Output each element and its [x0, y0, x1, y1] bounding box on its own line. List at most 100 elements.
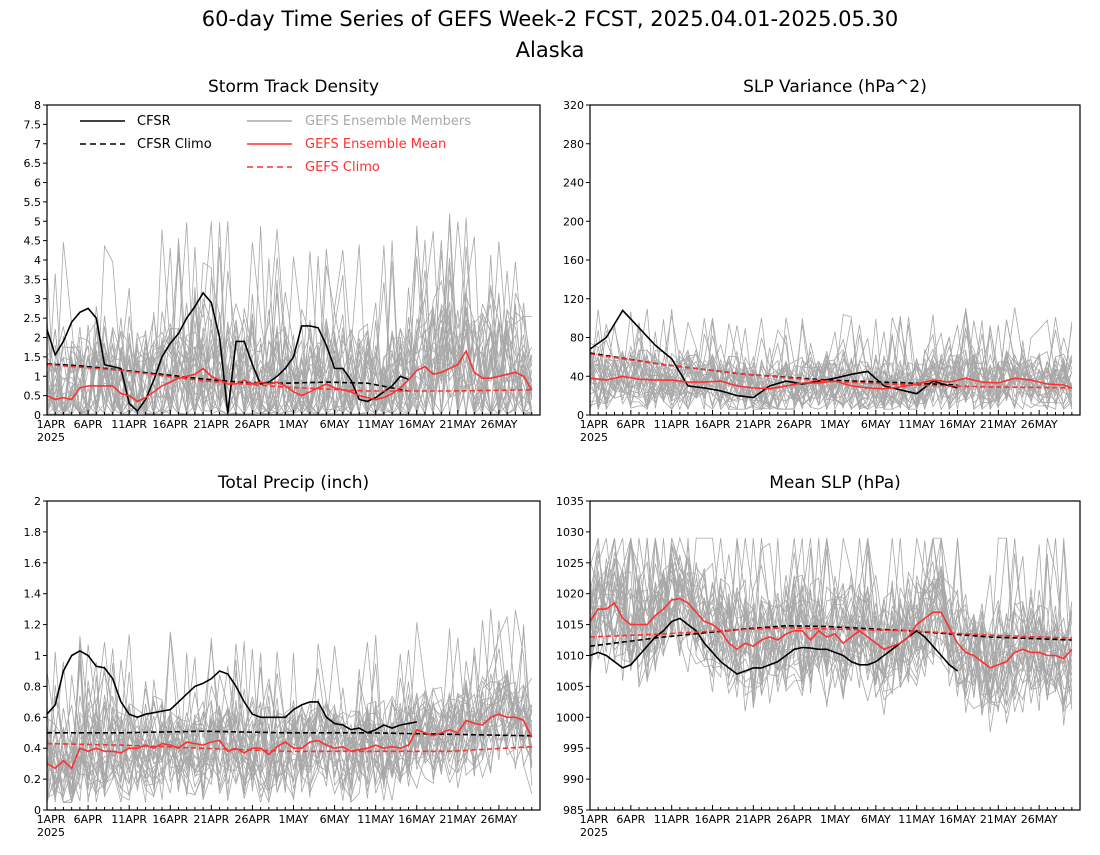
legend-label-mean: GEFS Ensemble Mean	[305, 137, 446, 152]
y-tick-label: 0	[577, 409, 584, 422]
y-tick-label: 0.2	[24, 773, 42, 786]
x-year-label: 2025	[37, 431, 65, 444]
y-tick-label: 3.5	[24, 273, 42, 286]
y-tick-label: 1.6	[24, 557, 42, 570]
ensemble-member-line	[590, 538, 1073, 716]
ensemble-members	[590, 536, 1073, 733]
x-tick-label: 21APR	[735, 418, 771, 431]
y-tick-label: 8	[34, 99, 41, 112]
y-tick-label: 1030	[556, 526, 584, 539]
y-tick-label: 1020	[556, 588, 584, 601]
ensemble-member-line	[47, 680, 533, 803]
y-tick-label: 0.4	[24, 742, 42, 755]
x-tick-label: 26MAY	[1021, 418, 1058, 431]
y-tick-label: 2	[34, 495, 41, 508]
x-tick-label: 1MAY	[279, 813, 309, 826]
x-year-label: 2025	[37, 826, 65, 839]
x-tick-label: 16APR	[695, 418, 731, 431]
ensemble-member-line	[590, 309, 1073, 411]
y-tick-label: 2.5	[24, 312, 42, 325]
y-tick-label: 160	[563, 254, 584, 267]
x-tick-label: 1APR	[37, 813, 66, 826]
series-gefs-ensemble-mean	[589, 597, 1073, 669]
y-tick-label: 1025	[556, 557, 584, 570]
ensemble-member-line	[47, 671, 533, 799]
x-tick-label: 11APR	[654, 418, 690, 431]
y-tick-label: 0.5	[24, 390, 42, 403]
ensemble-member-line	[47, 671, 533, 799]
ensemble-member-line	[590, 319, 1073, 411]
x-tick-label: 6MAY	[320, 813, 350, 826]
y-tick-label: 6.5	[24, 157, 42, 170]
y-tick-label: 1010	[556, 650, 584, 663]
ensemble-member-line	[47, 674, 533, 797]
y-tick-label: 1000	[556, 711, 584, 724]
series-gefs-climo	[589, 353, 1072, 389]
y-tick-label: 4	[34, 254, 41, 267]
y-tick-label: 990	[563, 773, 584, 786]
legend-label-gefs-climo: GEFS Climo	[305, 160, 380, 175]
x-tick-label: 1APR	[37, 418, 66, 431]
y-tick-label: 200	[563, 215, 584, 228]
ensemble-members	[590, 307, 1073, 411]
series-gefs-climo	[589, 626, 1072, 639]
x-tick-label: 6APR	[74, 813, 103, 826]
x-tick-label: 6APR	[74, 418, 103, 431]
series-cfsr-climo	[589, 624, 1072, 647]
ensemble-member-line	[47, 634, 533, 803]
x-tick-label: 26APR	[235, 813, 271, 826]
figure-title: 60-day Time Series of GEFS Week-2 FCST, …	[202, 7, 899, 31]
y-tick-label: 1035	[556, 495, 584, 508]
y-tick-label: 280	[563, 138, 584, 151]
panel-1: Storm Track Density 0 0.5 1 1.5 2 2.5 3 3.5 4 4.5 5…	[24, 77, 541, 444]
panel-title: Storm Track Density	[208, 77, 379, 97]
x-tick-label: 16MAY	[398, 813, 435, 826]
series-gefs-ensemble-mean	[46, 713, 533, 770]
x-tick-label: 16APR	[152, 418, 188, 431]
x-year-label: 2025	[580, 826, 608, 839]
ensemble-member-line	[47, 680, 533, 801]
panel-3: Total Precip (inch) 0 0.2 0.4 0.6 0.8 1 1.2 1.4 1…	[24, 473, 541, 839]
y-tick-label: 1.2	[24, 619, 42, 632]
ensemble-member-line	[590, 538, 1073, 704]
x-tick-label: 26MAY	[480, 813, 517, 826]
x-tick-label: 21APR	[193, 418, 229, 431]
y-tick-label: 1.4	[24, 588, 42, 601]
x-tick-label: 11MAY	[898, 418, 935, 431]
legend: CFSR CFSR Climo GEFS Ensemble Members GE…	[80, 114, 471, 175]
ensemble-member-line	[590, 537, 1073, 710]
figure-subtitle-region: Alaska	[516, 38, 585, 62]
ensemble-member-line	[590, 314, 1073, 411]
y-tick-label: 1	[34, 370, 41, 383]
panel-title: Mean SLP (hPa)	[769, 473, 901, 493]
y-tick-label: 7	[34, 138, 41, 151]
x-tick-label: 21APR	[193, 813, 229, 826]
series-gefs-ensemble-mean	[589, 375, 1073, 390]
series-cfsr-climo	[47, 730, 532, 737]
legend-label-members: GEFS Ensemble Members	[305, 114, 471, 129]
y-tick-label: 1	[34, 650, 41, 663]
x-tick-label: 21MAY	[439, 418, 476, 431]
series-cfsr-climo	[46, 363, 409, 392]
x-tick-label: 1MAY	[820, 418, 850, 431]
x-tick-label: 1MAY	[279, 418, 309, 431]
ensemble-members	[47, 608, 533, 804]
y-tick-label: 2	[34, 332, 41, 345]
y-tick-label: 5	[34, 215, 41, 228]
y-tick-label: 1.8	[24, 526, 42, 539]
x-year-label: 2025	[580, 431, 608, 444]
x-tick-label: 6APR	[616, 418, 645, 431]
x-tick-label: 16MAY	[398, 418, 435, 431]
x-tick-label: 1APR	[580, 813, 609, 826]
y-tick-label: 5.5	[24, 196, 42, 209]
series-gefs-ensemble-mean	[46, 349, 533, 403]
series-gefs-climo	[46, 363, 532, 392]
y-tick-label: 320	[563, 99, 584, 112]
series-cfsr	[589, 309, 958, 399]
ensemble-members	[47, 213, 533, 415]
x-tick-label: 26APR	[235, 418, 271, 431]
x-tick-label: 26APR	[776, 418, 812, 431]
x-tick-label: 11APR	[111, 813, 147, 826]
x-tick-label: 11APR	[111, 418, 147, 431]
y-tick-label: 0	[34, 409, 41, 422]
